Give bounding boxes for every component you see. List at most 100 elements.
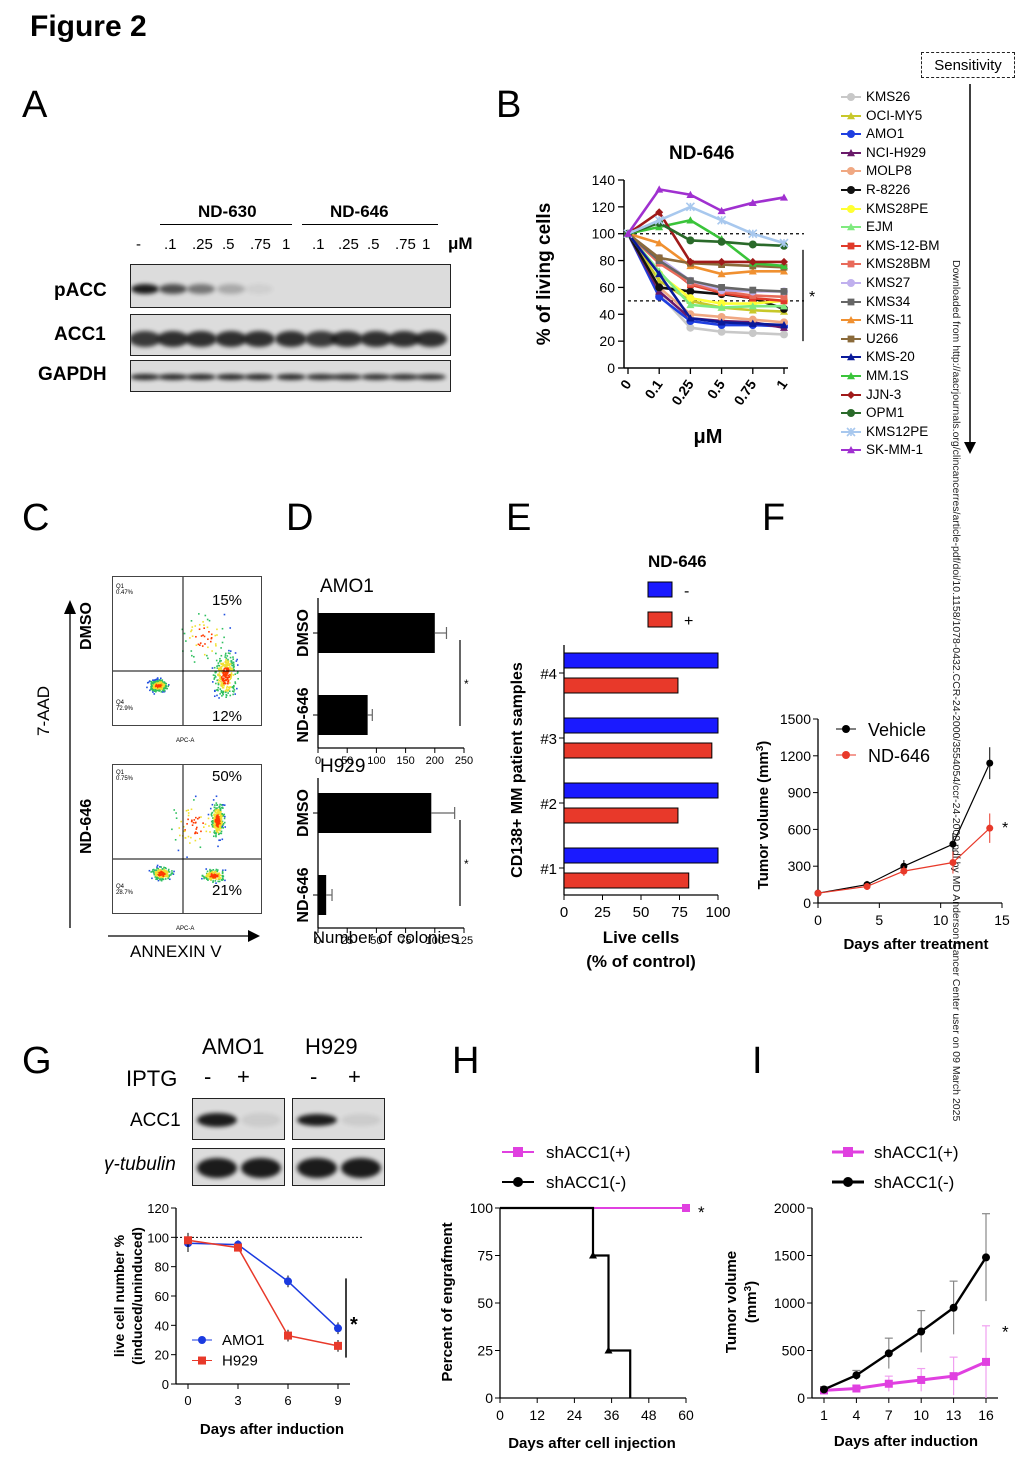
facs-event [222,682,224,684]
series-line-OPM1 [627,221,785,248]
legend-marker [846,427,856,437]
data-point [780,302,788,310]
facs-event [236,687,238,690]
data-point [717,299,726,308]
facs-event [215,823,218,826]
facs-event [216,872,219,875]
blot-band [306,374,336,380]
facs-event [164,874,166,877]
facs-event [209,831,211,833]
facs-dmso-ur: 15% [212,592,243,609]
facs-event [226,671,229,673]
blot-band [415,331,447,347]
facs-event [214,876,217,878]
facs-event [226,687,228,689]
facs-event [153,681,155,683]
legend-label: KMS27 [866,275,911,290]
blot-band [157,331,189,347]
facs-event [195,816,197,819]
legend-label-amo1: AMO1 [222,1332,265,1349]
legend-label: MM.1S [866,368,909,383]
x-tick-label: 25 [341,935,353,947]
g-cell-h929: H929 [305,1034,358,1059]
facs-event [221,821,224,824]
facs-event [223,682,225,685]
legend-swatch [841,335,861,343]
facs-event [163,868,165,871]
bar-minus [563,782,719,799]
facs-event [225,696,227,699]
legend-swatch [841,148,861,156]
legend-marker-minus [843,1177,853,1187]
facs-event [221,692,224,695]
series-line-AMO1 [626,233,785,328]
facs-event [221,870,224,873]
facs-event [221,691,224,694]
facs-event [230,672,233,674]
legend-label: MOLP8 [866,163,912,179]
facs-event [159,878,162,881]
facs-event [203,635,206,638]
y-tick-label: 0 [803,895,811,911]
data-point [284,1331,292,1340]
facs-event [230,669,233,671]
legend-marker [847,204,855,213]
facs-event [220,662,222,665]
facs-event [194,625,197,627]
facs-event [232,656,234,658]
facs-event [229,678,232,681]
x-tick-label: 100 [367,755,385,767]
y-tick-label: 500 [782,1343,806,1359]
legend-marker [847,316,855,324]
legend-swatch [841,204,861,213]
facs-event [214,870,217,873]
facs-event [222,665,224,667]
facs-event [207,813,210,816]
facs-event [208,874,211,876]
data-point [234,1243,242,1252]
x-axis-label: Days after induction [834,1433,978,1450]
facs-event [231,686,234,689]
data-point [686,287,695,296]
facs-event [228,663,231,665]
facs-event [170,873,173,875]
facs-event [222,877,224,879]
facs-event [217,668,220,671]
facs-event [210,877,213,880]
facs-event [218,874,221,877]
x-tick-label: 1 [773,376,791,392]
data-point [686,294,695,303]
facs-event [227,681,229,683]
blot-band [388,331,420,347]
legend-swatch [841,316,861,324]
facs-event [213,689,216,692]
facs-event [226,677,229,680]
facs-event [217,820,220,823]
y-tick-label: 0 [607,360,615,376]
facs-event [216,869,219,871]
facs-event [203,876,206,879]
blot-band [241,1158,281,1178]
facs-event [162,876,164,879]
facs-event [180,820,182,823]
facs-event [212,868,215,871]
facs-event [214,817,217,820]
facs-event [215,816,218,818]
y-tick-label: 1500 [774,1248,805,1264]
facs-event [216,667,219,669]
facs-event [224,674,227,677]
facs-event [156,878,159,881]
x-tick-label: 5 [875,912,883,928]
facs-event [220,683,222,685]
panel-i-chart: 0 500 1000 1500 2000 1 4 7 10 13 16 * shACC1(+) shACC… [723,1143,1009,1450]
facs-event [158,871,160,874]
data-point [748,302,757,310]
facs-event [225,660,227,662]
facs-event [198,628,201,631]
facs-event [224,679,226,682]
x-tick-label: 13 [946,1407,962,1423]
facs-nd646-lr: 21% [212,882,243,899]
data-point [748,315,757,324]
facs-event [190,620,193,622]
facs-event [200,635,203,637]
